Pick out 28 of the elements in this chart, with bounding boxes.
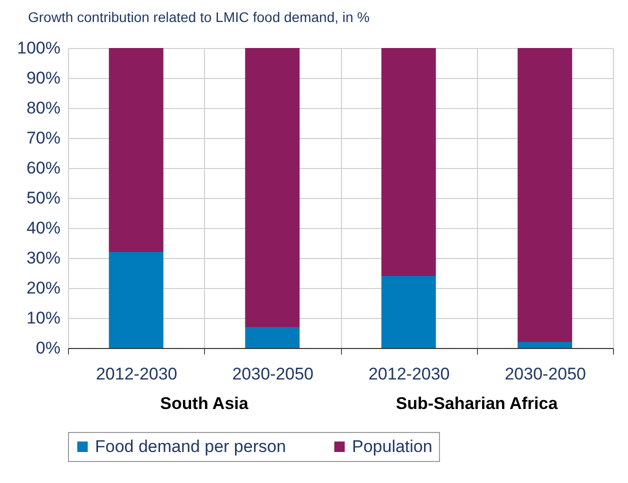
y-tick-label: 50% [26, 188, 60, 208]
bar [381, 276, 436, 348]
chart-title: Growth contribution related to LMIC food demand, in % [28, 9, 370, 25]
y-tick-label: 0% [36, 338, 60, 358]
bar [108, 252, 164, 348]
bar [245, 48, 300, 327]
x-tick-label: 2030-2050 [232, 364, 314, 384]
y-tick-label: 40% [26, 218, 60, 238]
bar [108, 48, 164, 252]
text: Sub-Saharian Africa [396, 394, 558, 413]
y-tick-label: 60% [26, 158, 60, 178]
x-tick-label: 2030-2050 [504, 364, 586, 384]
y-tick-label: 100% [17, 38, 60, 58]
legend-label: Food demand per person [95, 436, 286, 456]
bar [245, 327, 300, 348]
x-tick-label: 2012-2030 [368, 364, 450, 384]
y-tick-label: 80% [26, 98, 60, 118]
bar [518, 48, 572, 342]
y-tick-label: 30% [26, 248, 60, 268]
y-tick-label: 90% [26, 68, 60, 88]
bar [518, 342, 572, 348]
text: South Asia [160, 394, 249, 413]
legend-label: Population [352, 436, 432, 456]
y-tick-label: 20% [26, 278, 60, 298]
bar [381, 48, 436, 276]
y-tick-label: 70% [26, 128, 60, 148]
y-tick-label: 10% [26, 308, 60, 328]
x-tick-label: 2012-2030 [96, 364, 178, 384]
